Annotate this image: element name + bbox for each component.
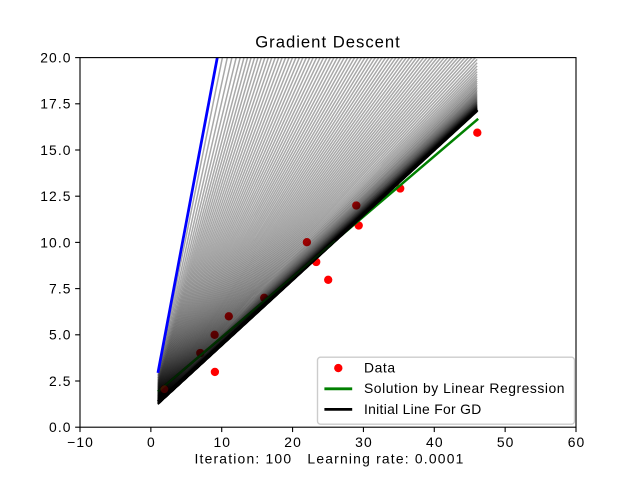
svg-text:Initial Line For GD: Initial Line For GD [364,401,482,417]
svg-text:Iteration: 100 Learning rate: Iteration: 100 Learning rate: 0.0001 [194,451,464,467]
svg-text:17.5: 17.5 [40,96,71,112]
svg-text:7.5: 7.5 [49,281,72,297]
svg-text:2.5: 2.5 [49,373,72,389]
svg-text:0.0: 0.0 [49,419,72,435]
svg-text:20.0: 20.0 [40,50,71,66]
svg-text:30: 30 [355,434,373,450]
svg-text:−10: −10 [67,434,94,450]
svg-text:Gradient Descent: Gradient Descent [255,33,401,52]
svg-text:12.5: 12.5 [40,188,71,204]
svg-text:60: 60 [568,434,586,450]
svg-text:50: 50 [497,434,515,450]
svg-text:20: 20 [284,434,302,450]
svg-text:5.0: 5.0 [49,327,72,343]
svg-text:10: 10 [213,434,231,450]
svg-text:15.0: 15.0 [40,142,71,158]
svg-text:Solution by Linear Regression: Solution by Linear Regression [364,380,565,396]
svg-text:40: 40 [426,434,444,450]
svg-text:10.0: 10.0 [40,234,71,250]
svg-text:0: 0 [147,434,156,450]
svg-text:Data: Data [364,360,396,376]
